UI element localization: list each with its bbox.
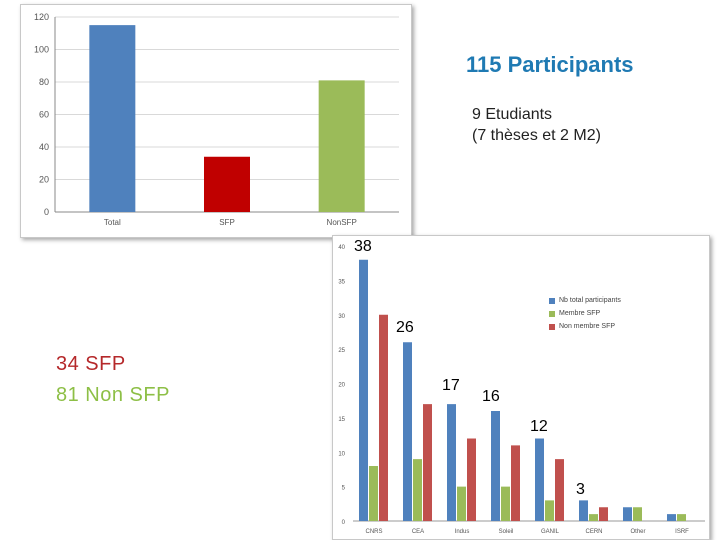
y-tick-label: 20 [39, 175, 49, 185]
x-tick-label: GANIL [541, 529, 560, 535]
x-tick-label: Soleil [499, 529, 514, 535]
students-breakdown: (7 thèses et 2 M2) [472, 127, 601, 144]
legend-label-nonsfp: Non membre SFP [559, 323, 616, 330]
bar-cea-series-0 [403, 342, 412, 521]
y-tick-label: 25 [338, 348, 345, 354]
students-count: 9 Etudiants [472, 106, 553, 123]
y-tick-label: 5 [342, 486, 346, 492]
legend-item-total: Nb total participants [549, 294, 621, 307]
x-tick-label: SFP [219, 218, 235, 227]
bar-sfp [204, 156, 250, 212]
sfp-summary: 34 SFP [56, 353, 126, 375]
bar-soleil-series-1 [501, 486, 510, 521]
bar-isrf-series-0 [667, 514, 676, 521]
y-tick-label: 80 [39, 77, 49, 87]
callout-cea: 26 [396, 319, 414, 336]
bar-cern-series-0 [579, 500, 588, 521]
bar-soleil-series-0 [491, 411, 500, 521]
y-tick-label: 0 [342, 520, 346, 526]
x-tick-label: Total [104, 218, 121, 227]
bar-isrf-series-1 [677, 514, 686, 521]
legend-label-total: Nb total participants [559, 297, 621, 304]
y-tick-label: 40 [338, 245, 345, 251]
bar-cern-series-1 [589, 514, 598, 521]
bar-indus-series-1 [457, 486, 466, 521]
bar-cnrs-series-0 [359, 259, 368, 521]
bar-ganil-series-1 [545, 500, 554, 521]
participants-chart-svg: 0 20 40 60 80 100 120 Total SFP NonSFP [34, 12, 399, 227]
x-tick-label: CERN [585, 529, 602, 535]
y-tick-label: 40 [39, 142, 49, 152]
y-tick-label: 35 [338, 279, 345, 285]
bar-cea-series-2 [423, 404, 432, 521]
bar-cea-series-1 [413, 459, 422, 521]
bar-cnrs-series-2 [379, 314, 388, 521]
bar-soleil-series-2 [511, 445, 520, 521]
y-tick-label: 30 [338, 314, 345, 320]
bar-nonsfp [318, 80, 365, 212]
x-tick-label: Other [630, 529, 645, 535]
callout-cnrs: 38 [354, 238, 372, 255]
bar-indus-series-2 [467, 438, 476, 521]
bar-cnrs-series-1 [369, 466, 378, 521]
legend-swatch-sfp [549, 310, 555, 317]
institution-bar-chart: 0 5 10 15 20 25 30 35 40 CNRS CEA Indus Soleil GANIL C… [332, 235, 710, 540]
legend-item-sfp: Membre SFP [549, 307, 621, 320]
x-tick-label: NonSFP [327, 218, 357, 227]
x-tick-label: CEA [412, 529, 424, 535]
bar-other-series-1 [633, 507, 642, 521]
participants-bar-chart: 0 20 40 60 80 100 120 Total SFP NonSFP [20, 4, 412, 238]
callout-soleil: 16 [482, 388, 500, 405]
participants-headline: 115 Participants [466, 52, 634, 77]
y-tick-label: 0 [44, 207, 49, 217]
institution-chart-svg: 0 5 10 15 20 25 30 35 40 CNRS CEA Indus Soleil GANIL C… [338, 245, 705, 535]
y-tick-label: 20 [338, 383, 345, 389]
x-tick-label: ISRF [675, 529, 689, 535]
bar-ganil-series-2 [555, 459, 564, 521]
callout-cern: 3 [576, 481, 585, 498]
y-tick-label: 15 [338, 417, 345, 423]
callout-indus: 17 [442, 377, 460, 394]
chart-legend: Nb total participants Membre SFP Non mem… [549, 294, 621, 333]
bar-indus-series-0 [447, 404, 456, 521]
bar-other-series-0 [623, 507, 632, 521]
x-tick-label: Indus [455, 529, 470, 535]
y-tick-label: 100 [34, 45, 49, 55]
legend-item-nonsfp: Non membre SFP [549, 320, 621, 333]
non-sfp-summary: 81 Non SFP [56, 384, 170, 406]
bar-cern-series-2 [599, 507, 608, 521]
legend-swatch-total [549, 297, 555, 304]
legend-swatch-nonsfp [549, 323, 555, 330]
y-tick-label: 60 [39, 110, 49, 120]
y-tick-label: 10 [338, 451, 345, 457]
x-tick-label: CNRS [365, 529, 382, 535]
callout-ganil: 12 [530, 418, 548, 435]
bar-ganil-series-0 [535, 438, 544, 521]
legend-label-sfp: Membre SFP [559, 310, 601, 317]
bar-total [89, 25, 136, 212]
y-tick-label: 120 [34, 12, 49, 22]
